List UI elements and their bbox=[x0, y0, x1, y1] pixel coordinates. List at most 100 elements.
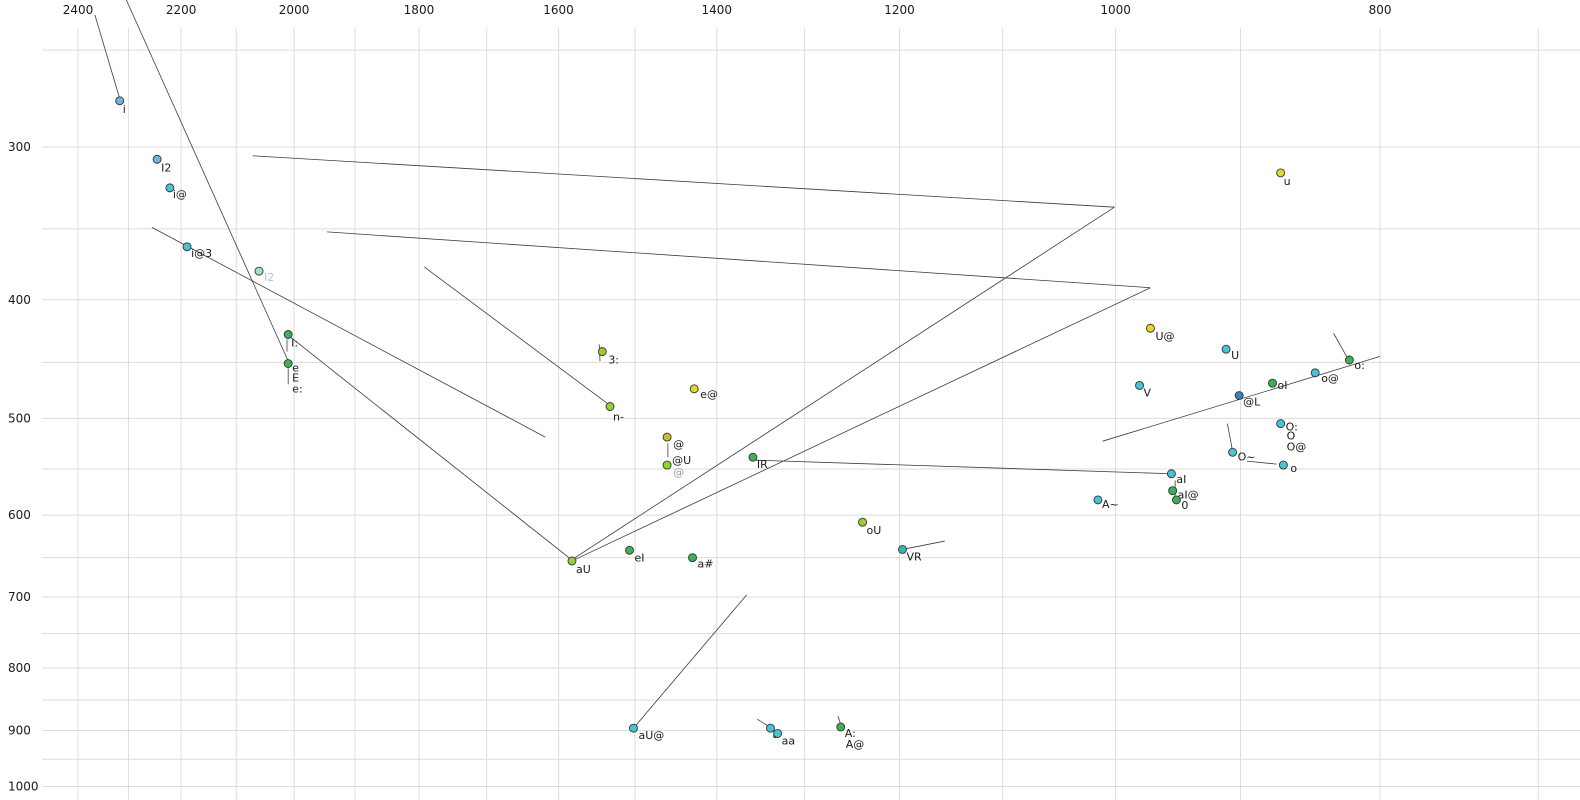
trajectory-line bbox=[288, 335, 573, 561]
data-point bbox=[1146, 323, 1155, 333]
point-label: 3: bbox=[608, 354, 619, 367]
data-point bbox=[115, 96, 125, 106]
point-label: a# bbox=[698, 558, 714, 571]
data-point bbox=[1234, 391, 1244, 400]
data-point bbox=[688, 553, 697, 563]
data-point bbox=[1221, 344, 1231, 354]
data-point bbox=[182, 242, 192, 252]
data-point bbox=[629, 723, 638, 733]
point-label: I2 bbox=[264, 271, 274, 284]
point-label: i@3 bbox=[191, 247, 212, 260]
data-point bbox=[152, 154, 162, 164]
y-axis-tick-label: 600 bbox=[8, 508, 31, 522]
y-axis-tick-label: 900 bbox=[8, 724, 31, 738]
data-point bbox=[283, 359, 293, 368]
y-axis-tick-label: 700 bbox=[8, 590, 31, 604]
point-label: eI bbox=[635, 551, 645, 564]
point-label: 0 bbox=[1181, 499, 1188, 512]
data-point bbox=[165, 183, 175, 193]
point-label: o@ bbox=[1321, 372, 1339, 385]
point-label: n- bbox=[613, 411, 624, 424]
point-label: o: bbox=[1354, 359, 1364, 372]
trajectory-line bbox=[1226, 423, 1233, 452]
point-label: e: bbox=[292, 383, 302, 396]
point-label: A: bbox=[845, 727, 856, 740]
data-point bbox=[898, 544, 907, 554]
point-label: U bbox=[1231, 349, 1239, 362]
point-label: i@ bbox=[173, 188, 187, 201]
trajectory-line bbox=[151, 227, 546, 438]
y-axis-tick-label: 500 bbox=[8, 411, 31, 425]
point-label: E bbox=[292, 372, 299, 385]
trajectory-line bbox=[252, 155, 1115, 208]
point-label: e bbox=[292, 362, 299, 375]
point-label: @ bbox=[673, 466, 684, 479]
x-axis-tick-label: 1000 bbox=[1100, 3, 1131, 17]
point-label: oU bbox=[867, 524, 882, 537]
point-label: e@ bbox=[700, 388, 718, 401]
y-axis-tick-label: 400 bbox=[8, 293, 31, 307]
trajectory-line bbox=[1333, 333, 1349, 360]
point-label: @U bbox=[672, 454, 691, 467]
data-point bbox=[625, 545, 634, 555]
data-point bbox=[689, 384, 699, 394]
point-label: O~ bbox=[1238, 450, 1256, 463]
point-label: @ bbox=[673, 438, 684, 451]
trajectory-line bbox=[327, 231, 1151, 289]
x-axis-tick-label: 2000 bbox=[279, 3, 310, 17]
data-point bbox=[1344, 355, 1354, 365]
point-label: U@ bbox=[1155, 330, 1174, 343]
point-label: O: bbox=[1286, 421, 1298, 434]
data-point bbox=[1135, 381, 1144, 390]
point-label: O@ bbox=[1287, 441, 1307, 454]
y-axis-tick-label: 1000 bbox=[8, 779, 39, 793]
data-point bbox=[254, 266, 264, 276]
point-label: A~ bbox=[1102, 498, 1119, 511]
point-label: aI bbox=[1176, 473, 1186, 486]
trajectory-line bbox=[125, 0, 290, 363]
data-point bbox=[836, 722, 846, 732]
point-label: aU@ bbox=[638, 729, 664, 742]
point-label: u bbox=[1284, 175, 1291, 188]
x-axis-tick-label: 1600 bbox=[543, 3, 574, 17]
trajectory-line bbox=[423, 266, 611, 406]
trajectory-line bbox=[574, 206, 1115, 559]
x-axis-tick-label: 1200 bbox=[884, 3, 915, 17]
data-point bbox=[1093, 495, 1103, 505]
trajectory-line bbox=[633, 594, 748, 729]
data-point bbox=[1310, 368, 1320, 378]
data-point bbox=[662, 460, 672, 470]
data-point bbox=[773, 729, 783, 738]
data-point bbox=[1276, 168, 1286, 178]
x-axis-tick-label: 2200 bbox=[166, 3, 197, 17]
point-label: O bbox=[1287, 430, 1296, 443]
trajectory-line bbox=[1247, 460, 1277, 465]
point-label: i bbox=[123, 103, 126, 116]
data-point bbox=[1276, 419, 1286, 429]
point-label: @L bbox=[1243, 396, 1261, 409]
point-label: oI bbox=[1278, 379, 1288, 392]
data-point bbox=[748, 452, 758, 462]
data-point bbox=[1168, 486, 1178, 496]
data-point bbox=[567, 556, 577, 566]
point-label: aI@ bbox=[1178, 489, 1199, 502]
data-point bbox=[1268, 378, 1277, 388]
data-point bbox=[1278, 460, 1288, 470]
point-label: IR bbox=[757, 458, 768, 471]
data-point bbox=[662, 432, 672, 442]
data-point bbox=[1171, 495, 1181, 505]
x-axis-tick-label: 800 bbox=[1369, 3, 1392, 17]
y-axis-tick-label: 300 bbox=[8, 140, 31, 154]
point-label: A@ bbox=[846, 738, 865, 751]
point-label: I2 bbox=[161, 161, 171, 174]
point-label: VR bbox=[906, 550, 922, 563]
point-label: V bbox=[1144, 386, 1152, 399]
data-point bbox=[1228, 447, 1238, 457]
trajectory-line bbox=[902, 540, 945, 550]
data-point bbox=[283, 330, 293, 339]
point-label: I: bbox=[291, 336, 298, 349]
point-label: o bbox=[1290, 462, 1297, 475]
x-axis-tick-label: 1400 bbox=[702, 3, 733, 17]
